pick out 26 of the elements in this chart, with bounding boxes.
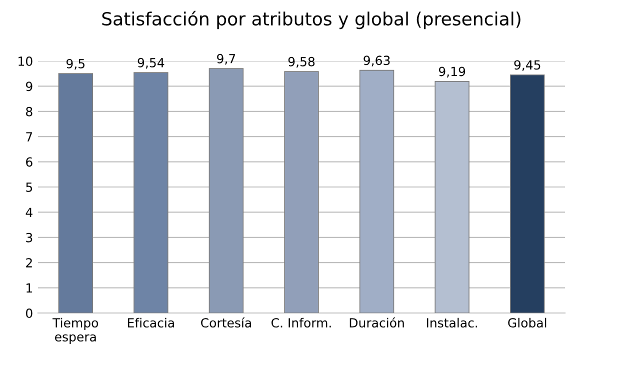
y-tick-label: 9	[26, 82, 32, 92]
y-tick-label: 10	[18, 56, 32, 66]
y-tick-label: 6	[26, 157, 32, 167]
y-tick-label: 4	[26, 208, 32, 217]
data-label: 9,58	[288, 56, 315, 68]
x-tick-label: Instalac.	[426, 318, 478, 328]
data-label: 9,63	[364, 56, 390, 66]
data-label: 9,45	[514, 60, 540, 71]
x-tick-label: Duración	[350, 317, 404, 328]
y-tick-label: 8	[26, 106, 32, 116]
x-tick-label: Global	[508, 318, 546, 328]
y-tick-label: 0	[26, 308, 32, 318]
y-tick-label: 5	[26, 182, 32, 192]
y-tick-label: 3	[26, 232, 32, 242]
chart-title: Satisfacción por atributos y global (presencial)	[102, 10, 520, 30]
x-tick-label: Eficacia	[128, 318, 174, 328]
data-label: 9,19	[438, 66, 466, 78]
data-label: 9,5	[66, 58, 84, 70]
data-label: 9,54	[138, 58, 164, 69]
x-tick-label: Cortesía	[201, 317, 251, 328]
x-tick-label: Tiempo espera	[52, 318, 98, 344]
x-tick-label: C. Inform.	[272, 318, 331, 328]
y-tick-label: 1	[26, 283, 32, 293]
data-label: 9,7	[217, 54, 236, 65]
y-tick-label: 7	[26, 132, 32, 142]
y-tick-label: 2	[26, 258, 32, 268]
